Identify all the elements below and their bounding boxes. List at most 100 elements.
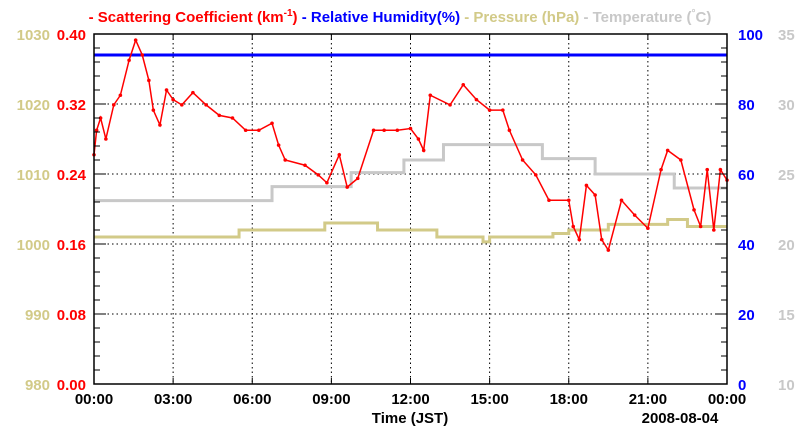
temperature-tick-label: 25 [778, 167, 795, 184]
axis-labels: 00:00 03:00 06:00 09:00 12:00 15:00 18:00 21:00… [17, 27, 795, 408]
data-point [270, 121, 274, 126]
x-tick-label: 06:00 [233, 391, 271, 408]
data-point [355, 176, 360, 181]
series-pressure [94, 218, 727, 244]
legend: - Scattering Coefficient (km-1) - Relati… [89, 8, 712, 26]
pressure-tick-label: 990 [25, 307, 50, 324]
humidity-tick-label: 0 [738, 377, 746, 394]
temperature-tick-label: 30 [778, 97, 795, 114]
pressure-tick-label: 980 [25, 377, 50, 394]
data-point [712, 228, 716, 232]
data-point [461, 82, 466, 87]
x-tick-label: 00:00 [75, 391, 113, 408]
data-point [276, 143, 281, 147]
data-point [151, 108, 156, 112]
data-point [230, 116, 235, 120]
data-point [665, 148, 670, 153]
data-point [448, 103, 452, 107]
legend-sup: ° [692, 8, 696, 19]
data-point [316, 173, 320, 177]
scattering-tick-label: 0.08 [57, 307, 86, 324]
data-point [474, 97, 479, 102]
x-tick-label: 15:00 [470, 391, 508, 408]
humidity-tick-label: 40 [738, 237, 755, 254]
data-point [147, 78, 151, 83]
data-point [191, 90, 195, 95]
data-point [408, 126, 413, 131]
data-point [118, 93, 123, 98]
data-point [599, 237, 604, 242]
data-point [171, 97, 175, 102]
pressure-tick-label: 1010 [17, 167, 50, 184]
series-temperature [94, 143, 727, 203]
data-point [345, 185, 350, 189]
data-point [646, 226, 650, 231]
data-point [98, 116, 103, 120]
data-point [593, 193, 597, 197]
data-point [428, 93, 433, 98]
data-point [606, 248, 611, 252]
date-label: 2008-08-04 [642, 410, 719, 427]
scattering-tick-label: 0.32 [57, 97, 86, 114]
data-point [257, 128, 261, 133]
data-point [566, 198, 571, 203]
data-point [111, 103, 116, 107]
data-point [94, 128, 99, 133]
scattering-tick-label: 0.00 [57, 377, 86, 394]
legend-entry-2: - Pressure (hPa) [460, 9, 579, 26]
scattering-tick-label: 0.24 [57, 167, 87, 184]
data-point [303, 163, 307, 168]
humidity-tick-label: 20 [738, 307, 755, 324]
data-point [325, 180, 329, 185]
data-point [395, 128, 400, 133]
temperature-tick-label: 35 [778, 27, 795, 44]
data-point [718, 167, 723, 172]
legend-suffix: ) [293, 9, 298, 26]
legend-sup: -1 [284, 8, 293, 19]
data-point [705, 167, 710, 172]
data-point [337, 152, 342, 157]
temperature-tick-label: 20 [778, 237, 795, 254]
x-axis-title: Time (JST) [372, 410, 448, 427]
data-point [140, 53, 145, 57]
x-tick-label: 00:00 [708, 391, 746, 408]
data-point [180, 103, 184, 107]
data-point [698, 224, 703, 229]
data-point [577, 237, 582, 242]
data-point [382, 128, 386, 133]
grid [94, 34, 727, 384]
data-point [632, 213, 637, 217]
data-point [619, 198, 624, 203]
scattering-tick-label: 0.16 [57, 237, 86, 254]
data-point [584, 183, 589, 188]
data-point [547, 198, 551, 203]
humidity-tick-label: 100 [738, 27, 763, 44]
data-point [692, 208, 696, 212]
humidity-tick-label: 60 [738, 167, 755, 184]
data-point [104, 137, 108, 141]
data-point [571, 224, 576, 229]
legend-entry-0: - Scattering Coefficient (km [89, 9, 284, 26]
data-point [659, 167, 663, 172]
legend-entry-3: - Temperature ( [579, 9, 691, 26]
data-point [533, 173, 538, 177]
data-point [501, 108, 505, 112]
data-point [520, 158, 525, 162]
data-point [217, 113, 222, 118]
data-point [164, 88, 169, 92]
data-point [416, 137, 421, 141]
x-tick-label: 18:00 [550, 391, 588, 408]
legend-entry-1: - Relative Humidity(%) [298, 9, 461, 26]
scattering-tick-label: 0.40 [57, 27, 86, 44]
x-tick-label: 03:00 [154, 391, 192, 408]
x-tick-label: 21:00 [629, 391, 667, 408]
data-point [283, 158, 288, 162]
series-group [92, 38, 729, 252]
legend-suffix: C) [696, 9, 712, 26]
temperature-tick-label: 10 [778, 377, 795, 394]
pressure-tick-label: 1000 [17, 237, 50, 254]
data-point [507, 128, 512, 133]
data-point [204, 103, 208, 107]
data-point [371, 128, 376, 133]
